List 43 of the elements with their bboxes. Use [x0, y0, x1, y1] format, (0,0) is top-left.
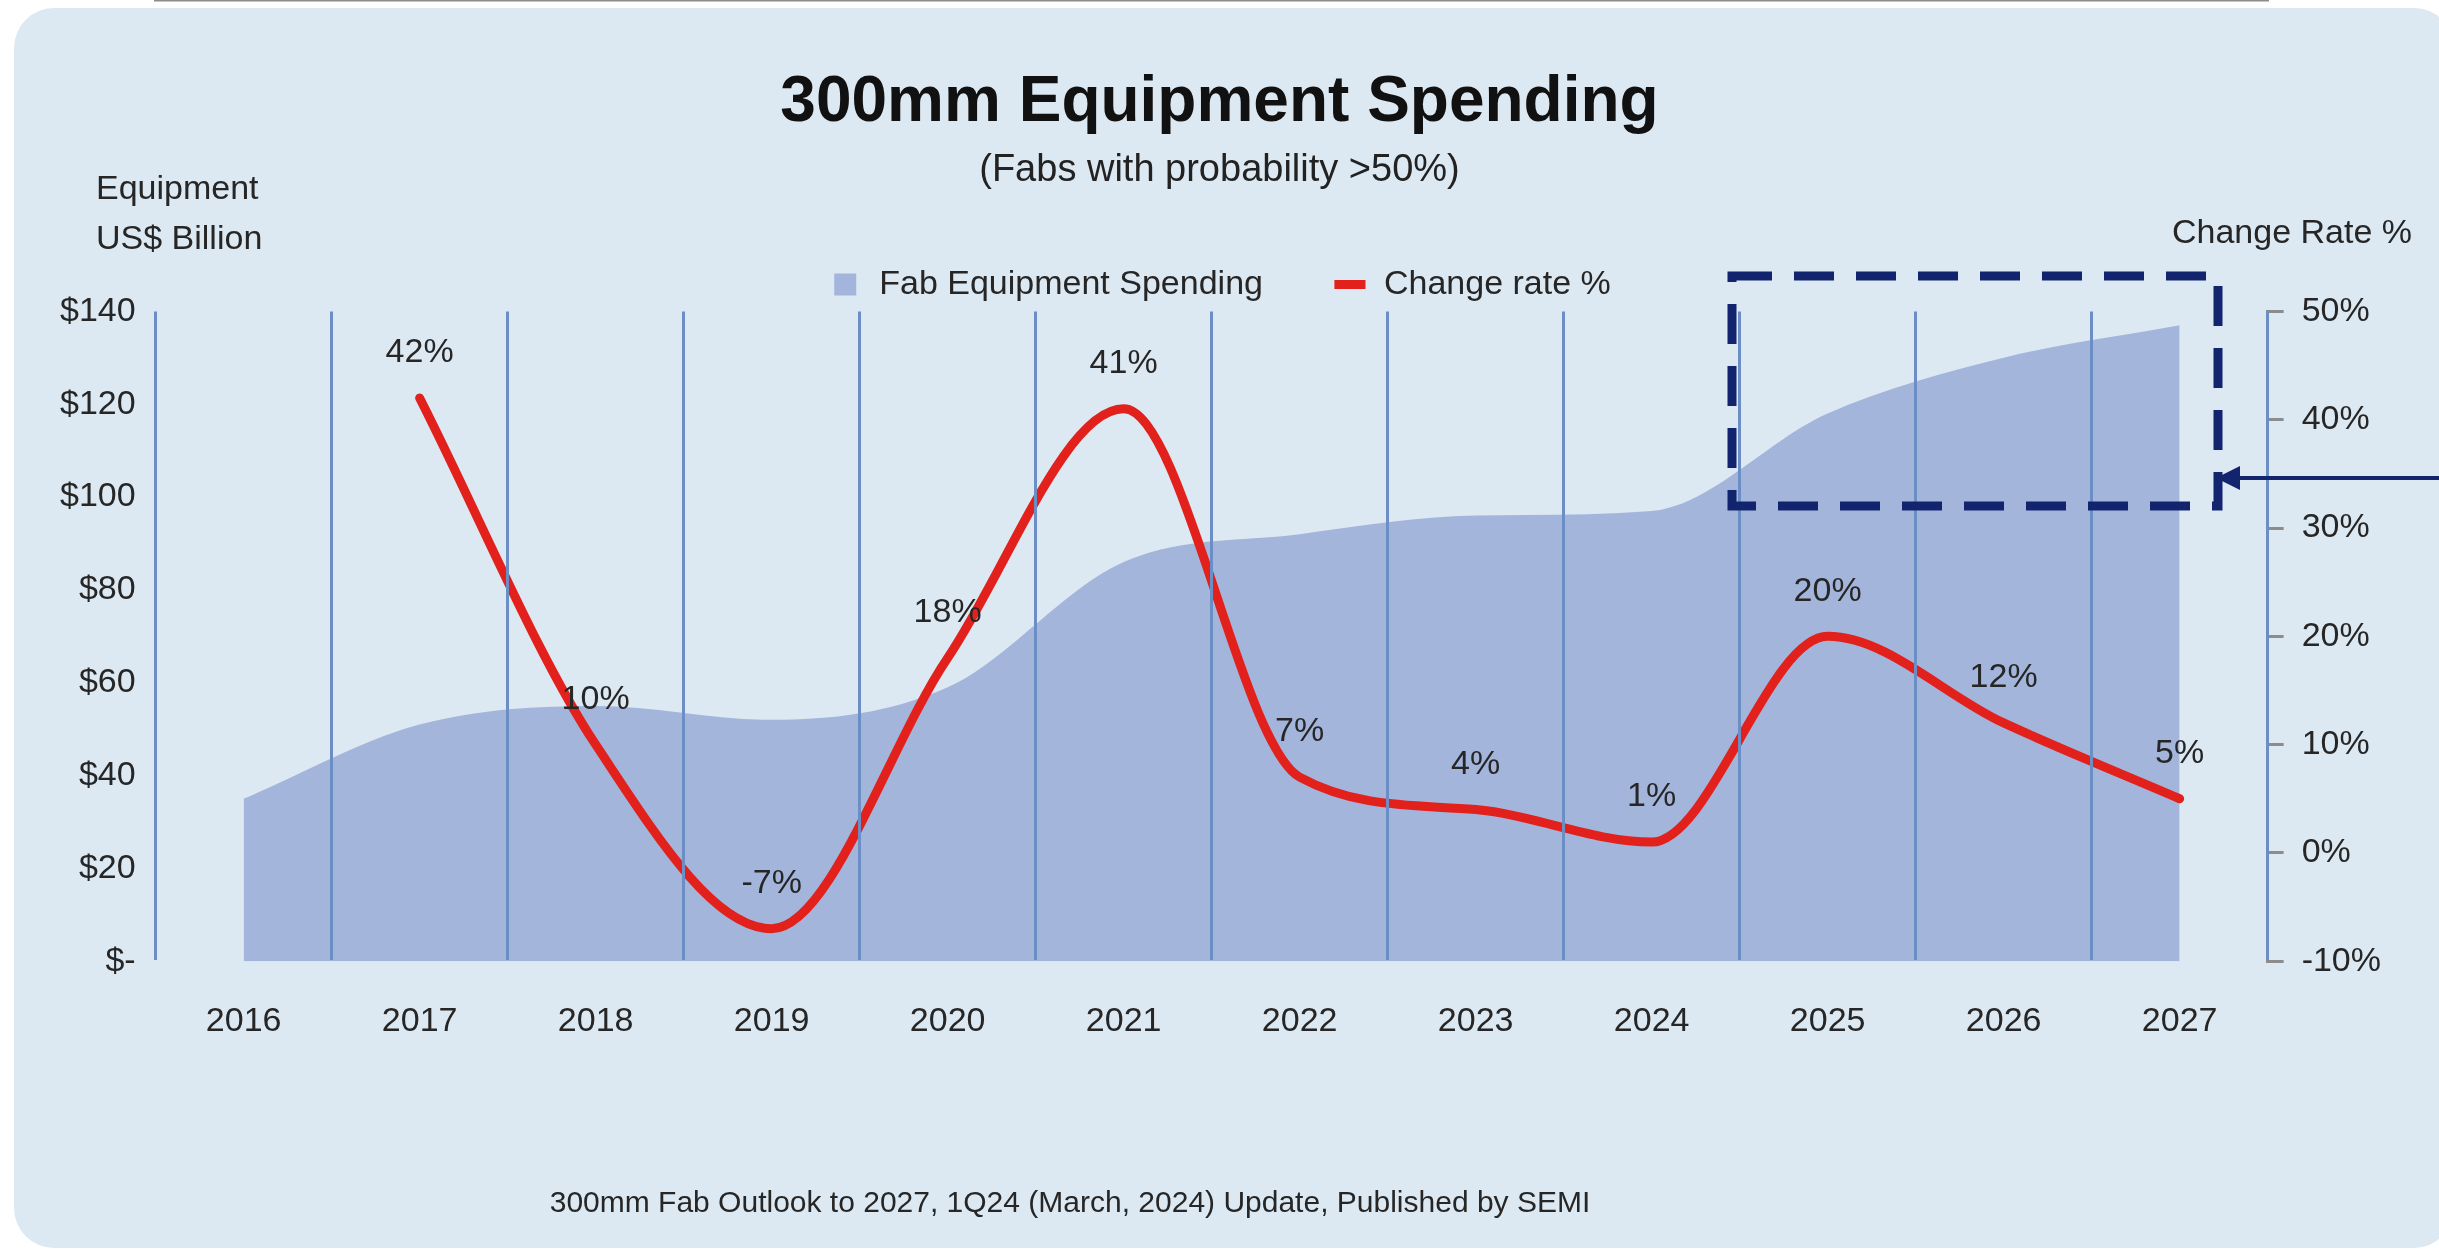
- y2-tick-label: 10%: [2301, 722, 2370, 761]
- y-tick-label: $100: [60, 475, 136, 514]
- x-tick-label: 2017: [381, 999, 458, 1038]
- data-label: 20%: [1793, 569, 1862, 608]
- y2-tick-label: -10%: [2301, 939, 2381, 978]
- y2-tick-label: 30%: [2301, 506, 2370, 545]
- y-tick-label: $140: [60, 289, 136, 328]
- data-label: 7%: [1275, 710, 1325, 749]
- y-tick-label: $60: [78, 661, 136, 700]
- x-tick-label: 2023: [1437, 999, 1514, 1038]
- x-tick-label: 2018: [557, 999, 634, 1038]
- data-label: 42%: [385, 331, 454, 370]
- text: 300mm Fab Outlook to 2027, 1Q24 (March, 2024) Update, Published by SEMI: [549, 1185, 1591, 1218]
- y-tick-label: $20: [78, 846, 136, 885]
- x-tick-label: 2021: [1085, 999, 1162, 1038]
- y2-tick-label: 0%: [2301, 831, 2351, 870]
- x-tick-label: 2022: [1261, 999, 1338, 1038]
- y2-tick-label: 40%: [2301, 398, 2370, 437]
- y-tick-label: $-: [105, 939, 136, 978]
- y-tick-label: $120: [60, 382, 136, 421]
- legend-label: Change rate %: [1383, 262, 1611, 301]
- chart-title: 300mm Equipment Spending: [780, 63, 1659, 136]
- data-label: 12%: [1969, 656, 2038, 695]
- data-label: 1%: [1627, 775, 1677, 814]
- y-tick-label: $40: [78, 753, 136, 792]
- y2-tick-label: 50%: [2301, 289, 2370, 328]
- x-tick-label: 2025: [1789, 999, 1866, 1038]
- data-label: 4%: [1451, 742, 1501, 781]
- chart-subtitle: (Fabs with probability >50%): [979, 147, 1460, 190]
- x-tick-label: 2016: [205, 999, 282, 1038]
- data-label: -7%: [741, 862, 802, 901]
- y-tick-label: $80: [78, 568, 136, 607]
- y2-tick-label: 20%: [2301, 614, 2370, 653]
- y-axis-title: Equipment US$ Billion: [96, 168, 263, 257]
- x-tick-label: 2024: [1613, 999, 1690, 1038]
- x-tick-label: 2027: [2141, 999, 2218, 1038]
- legend-label: Fab Equipment Spending: [879, 262, 1263, 301]
- y2-axis-title: Change Rate %: [2171, 212, 2412, 251]
- x-tick-label: 2020: [909, 999, 986, 1038]
- x-tick-label: 2026: [1965, 999, 2042, 1038]
- data-label: 41%: [1089, 342, 1158, 381]
- x-tick-label: 2019: [733, 999, 810, 1038]
- data-label: 5%: [2155, 732, 2205, 771]
